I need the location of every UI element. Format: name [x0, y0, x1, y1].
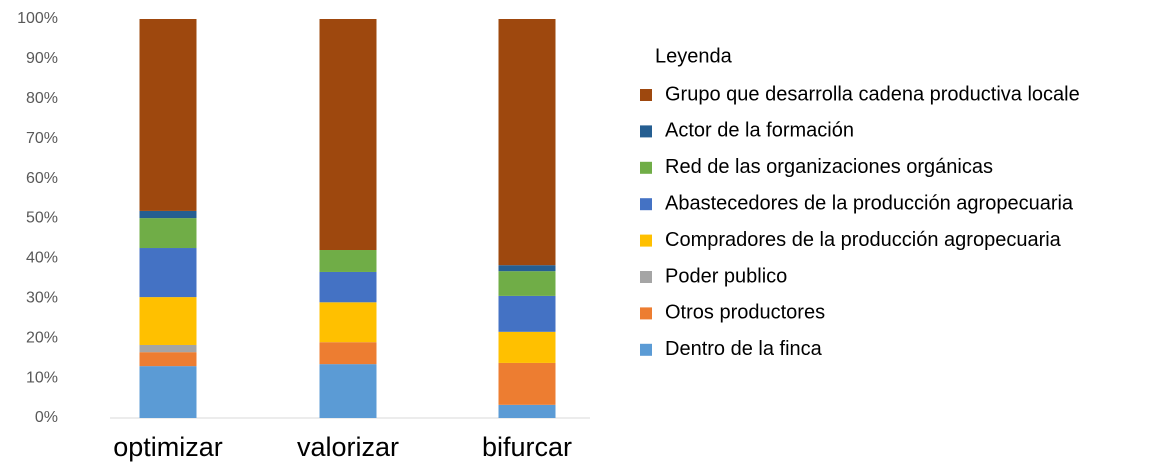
bar-segment	[139, 366, 197, 418]
bar-segment	[319, 302, 377, 343]
bar-segment	[139, 218, 197, 249]
bar-segment	[498, 362, 556, 405]
bar-segment	[319, 342, 377, 365]
bar-segment	[319, 271, 377, 303]
bar-segment	[139, 19, 197, 211]
legend-swatch	[640, 234, 652, 247]
legend-label: Abastecedores de la producción agropecua…	[665, 192, 1074, 214]
bar-segment	[498, 404, 556, 418]
legend-label: Compradores de la producción agropecuari…	[665, 229, 1062, 251]
legend-label: Red de las organizaciones orgánicas	[665, 156, 993, 178]
bar-segment	[498, 19, 556, 266]
legend-label: Poder publico	[665, 265, 787, 287]
x-tick-label: valorizar	[297, 432, 399, 462]
legend-swatch	[640, 89, 652, 101]
bar-segment	[498, 331, 556, 363]
y-tick-label: 60%	[26, 170, 58, 187]
y-tick-label: 40%	[26, 250, 58, 267]
legend-swatch	[640, 125, 652, 138]
bar-segment	[498, 265, 556, 272]
bar-segment	[139, 210, 197, 219]
legend-swatch	[640, 343, 652, 356]
legend-swatch	[640, 198, 652, 211]
legend-label: Dentro de la finca	[665, 338, 823, 360]
legend-swatch	[640, 307, 652, 320]
bar-segment	[139, 352, 197, 367]
y-tick-label: 70%	[26, 130, 58, 147]
y-tick-label: 90%	[26, 50, 58, 67]
y-tick-label: 100%	[17, 10, 58, 27]
bar-segment	[319, 19, 377, 251]
legend-swatch	[640, 161, 652, 174]
bar-segment	[498, 295, 556, 332]
legend-label: Otros productores	[665, 302, 825, 324]
legend-swatch	[640, 271, 652, 283]
y-tick-label: 10%	[26, 369, 58, 386]
legend-title: Leyenda	[655, 45, 733, 67]
y-tick-label: 50%	[26, 210, 58, 227]
y-tick-label: 80%	[26, 90, 58, 107]
y-tick-label: 30%	[26, 290, 58, 307]
bar-segment	[319, 250, 377, 272]
legend-label: Actor de la formación	[665, 120, 854, 142]
bar-segment	[139, 297, 197, 345]
y-tick-label: 20%	[26, 329, 58, 346]
y-tick-label: 0%	[35, 409, 58, 426]
bar-segment	[139, 248, 197, 298]
bar-segment	[319, 364, 377, 418]
legend-label: Grupo que desarrolla cadena productiva l…	[665, 83, 1080, 105]
x-tick-label: bifurcar	[482, 432, 572, 462]
bar-segment	[498, 271, 556, 296]
x-tick-label: optimizar	[113, 432, 223, 462]
bar-segment	[139, 344, 197, 353]
